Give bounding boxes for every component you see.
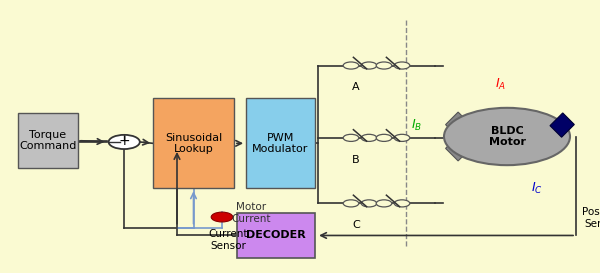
FancyBboxPatch shape [237, 213, 315, 258]
Circle shape [343, 62, 359, 69]
Text: +: + [118, 133, 130, 148]
Text: Torque
Command: Torque Command [19, 130, 77, 152]
Text: A: A [352, 82, 359, 92]
Text: PWM
Modulator: PWM Modulator [253, 132, 308, 154]
FancyBboxPatch shape [246, 98, 315, 188]
Polygon shape [446, 131, 475, 161]
FancyBboxPatch shape [18, 113, 78, 168]
Text: Current
Sensor: Current Sensor [208, 229, 248, 251]
Circle shape [376, 134, 392, 141]
Text: BLDC
Motor: BLDC Motor [488, 126, 526, 147]
Circle shape [394, 200, 410, 207]
Circle shape [394, 134, 410, 141]
FancyBboxPatch shape [153, 98, 234, 188]
Circle shape [211, 212, 233, 222]
Text: $I_B$: $I_B$ [412, 118, 422, 133]
Text: $I_C$: $I_C$ [531, 181, 543, 196]
Circle shape [376, 62, 392, 69]
Circle shape [361, 134, 377, 141]
Text: C: C [352, 220, 359, 230]
Circle shape [109, 135, 140, 149]
Circle shape [361, 200, 377, 207]
Text: Motor
Current: Motor Current [231, 202, 271, 224]
Circle shape [343, 200, 359, 207]
Circle shape [394, 62, 410, 69]
Text: Position
Sensor: Position Sensor [582, 207, 600, 229]
Text: Sinusoidal
Lookup: Sinusoidal Lookup [165, 132, 222, 154]
Circle shape [343, 134, 359, 141]
Circle shape [376, 200, 392, 207]
Text: DECODER: DECODER [246, 230, 306, 241]
Polygon shape [446, 112, 475, 142]
Circle shape [444, 108, 570, 165]
Text: B: B [352, 155, 359, 165]
Text: $I_A$: $I_A$ [496, 77, 506, 92]
Circle shape [361, 62, 377, 69]
Polygon shape [550, 113, 574, 137]
